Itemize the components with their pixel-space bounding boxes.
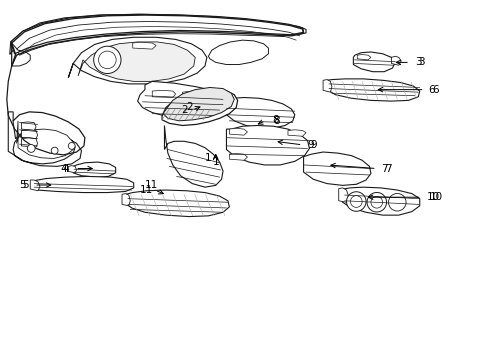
Text: 10: 10 [430, 192, 443, 202]
Polygon shape [327, 79, 420, 101]
Polygon shape [17, 121, 73, 158]
Polygon shape [229, 153, 247, 160]
Polygon shape [22, 130, 38, 139]
Text: 7: 7 [385, 163, 392, 174]
Polygon shape [200, 99, 215, 108]
Polygon shape [125, 190, 229, 217]
Polygon shape [353, 52, 395, 72]
Text: 11: 11 [145, 180, 158, 190]
Polygon shape [392, 56, 401, 65]
Text: 1: 1 [212, 157, 219, 167]
Polygon shape [73, 162, 116, 177]
Text: 3: 3 [415, 57, 421, 67]
Polygon shape [208, 40, 269, 64]
Text: 6: 6 [428, 85, 435, 95]
Polygon shape [133, 42, 156, 49]
Polygon shape [31, 176, 134, 193]
Text: 9: 9 [308, 140, 314, 150]
Text: 2: 2 [186, 102, 193, 112]
Text: 5: 5 [23, 180, 29, 190]
Text: 6: 6 [433, 85, 439, 95]
Circle shape [27, 144, 35, 152]
Polygon shape [122, 194, 130, 206]
Polygon shape [152, 90, 176, 98]
Text: 8: 8 [273, 116, 280, 126]
Polygon shape [339, 188, 348, 202]
Text: 9: 9 [311, 140, 317, 150]
Circle shape [346, 192, 366, 211]
Polygon shape [16, 20, 287, 55]
Polygon shape [304, 152, 371, 185]
Polygon shape [182, 91, 206, 98]
Circle shape [94, 46, 121, 73]
Polygon shape [68, 166, 76, 173]
Text: 7: 7 [381, 163, 387, 174]
Circle shape [389, 193, 406, 211]
Polygon shape [323, 80, 332, 92]
Polygon shape [226, 126, 309, 165]
Text: 8: 8 [272, 115, 278, 125]
Polygon shape [11, 14, 304, 54]
Text: 5: 5 [20, 180, 26, 190]
Circle shape [98, 51, 116, 69]
Polygon shape [22, 138, 38, 147]
Circle shape [68, 143, 75, 149]
Polygon shape [163, 87, 234, 121]
Circle shape [350, 195, 362, 207]
Polygon shape [68, 37, 207, 84]
Polygon shape [78, 42, 195, 81]
Polygon shape [8, 112, 81, 166]
Circle shape [371, 196, 383, 208]
Polygon shape [357, 54, 371, 60]
Text: 2: 2 [181, 105, 188, 115]
Text: 3: 3 [418, 57, 424, 67]
Polygon shape [343, 187, 420, 215]
Polygon shape [229, 129, 247, 135]
Text: 11: 11 [140, 185, 153, 195]
Polygon shape [288, 130, 306, 136]
Text: 4: 4 [63, 163, 69, 174]
Text: 10: 10 [427, 192, 440, 202]
Polygon shape [162, 90, 238, 126]
Circle shape [51, 147, 58, 154]
Text: 1: 1 [204, 153, 211, 163]
Polygon shape [138, 81, 228, 117]
Circle shape [367, 193, 387, 212]
Polygon shape [165, 126, 223, 187]
Polygon shape [10, 14, 306, 54]
Polygon shape [30, 180, 40, 191]
Polygon shape [22, 122, 36, 131]
Text: 4: 4 [61, 163, 67, 174]
Polygon shape [226, 98, 295, 128]
